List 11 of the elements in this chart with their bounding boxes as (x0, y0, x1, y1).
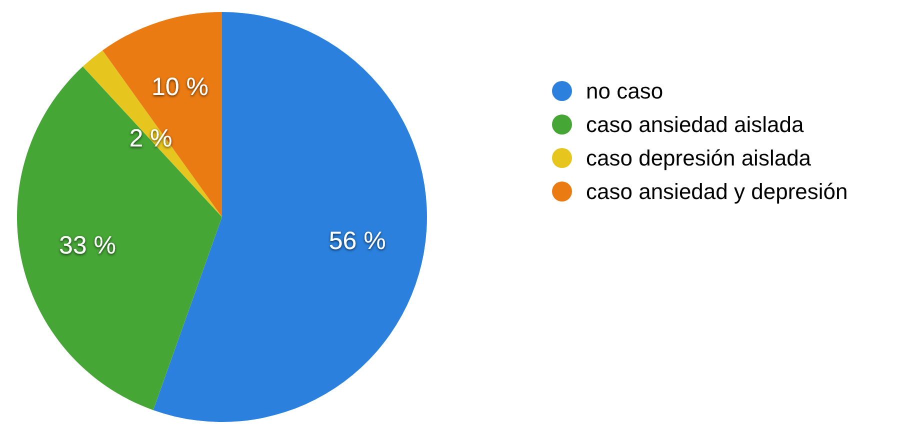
legend-label: caso depresión aislada (586, 146, 812, 171)
data-label: 10 % (151, 72, 208, 101)
data-label: 33 % (58, 231, 116, 260)
data-label: 2 % (129, 124, 172, 152)
legend-label: no caso (586, 78, 664, 104)
legend-label: caso ansiedad y depresión (586, 179, 848, 204)
pie-slice (17, 66, 222, 410)
legend-label: caso ansiedad aislada (586, 112, 804, 138)
pie-slice (102, 12, 222, 217)
data-label: 56 % (328, 227, 386, 256)
pie-slice (82, 50, 222, 217)
